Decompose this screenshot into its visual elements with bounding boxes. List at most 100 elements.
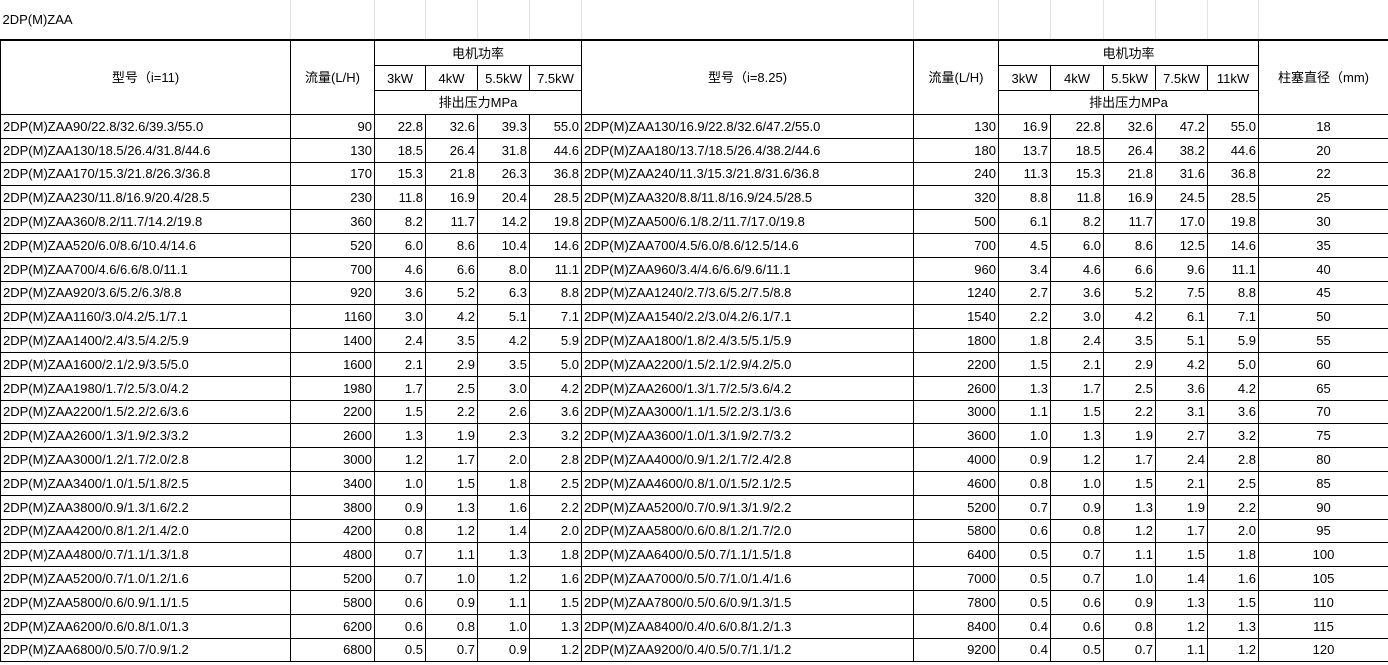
right-flow-cell[interactable]: 3600 (913, 423, 999, 449)
left-flow-cell[interactable]: 230 (290, 185, 375, 211)
right-pressure-4kw-cell[interactable]: 15.3 (1050, 161, 1104, 187)
right-flow-cell[interactable]: 5200 (913, 494, 999, 520)
left-pressure-4kw-cell[interactable]: 6.6 (425, 256, 478, 282)
left-pressure-4kw-cell[interactable]: 1.9 (425, 423, 478, 449)
left-pressure-3kw-cell[interactable]: 3.6 (374, 280, 426, 306)
left-pressure-4kw-cell[interactable]: 26.4 (425, 137, 478, 163)
right-pressure-5-5kw-cell[interactable]: 3.5 (1103, 328, 1156, 353)
left-pressure-7-5kw-cell[interactable]: 1.6 (529, 566, 582, 591)
left-pressure-7-5kw-cell[interactable]: 2.8 (529, 447, 582, 472)
left-pressure-7-5kw-cell[interactable]: 4.2 (529, 375, 582, 401)
left-model-cell[interactable]: 2DP(M)ZAA5200/0.7/1.0/1.2/1.6 (0, 566, 291, 591)
left-model-cell[interactable]: 2DP(M)ZAA3800/0.9/1.3/1.6/2.2 (0, 494, 291, 520)
right-pressure-7-5kw-cell[interactable]: 1.9 (1155, 494, 1208, 520)
left-pressure-4kw-cell[interactable]: 11.7 (425, 209, 478, 234)
right-model-cell[interactable]: 2DP(M)ZAA2200/1.5/2.1/2.9/4.2/5.0 (581, 351, 914, 377)
left-pressure-5-5kw-cell[interactable]: 8.0 (477, 256, 530, 282)
right-pressure-5-5kw-cell[interactable]: 2.9 (1103, 351, 1156, 377)
right-pressure-4kw-cell[interactable]: 3.0 (1050, 304, 1104, 330)
left-pressure-7-5kw-cell[interactable]: 8.8 (529, 280, 582, 306)
right-model-cell[interactable]: 2DP(M)ZAA180/13.7/18.5/26.4/38.2/44.6 (581, 137, 914, 163)
right-pressure-11kw-cell[interactable]: 3.6 (1207, 399, 1259, 425)
right-flow-cell[interactable]: 1800 (913, 328, 999, 353)
left-flow-cell[interactable]: 1400 (290, 328, 375, 353)
right-model-cell[interactable]: 2DP(M)ZAA320/8.8/11.8/16.9/24.5/28.5 (581, 185, 914, 211)
right-pressure-3kw-cell[interactable]: 0.6 (998, 518, 1051, 544)
left-pressure-7-5kw-cell[interactable]: 2.5 (529, 470, 582, 496)
left-pressure-5-5kw-cell[interactable]: 2.0 (477, 447, 530, 472)
left-flow-cell[interactable]: 3400 (290, 470, 375, 496)
left-model-cell[interactable]: 2DP(M)ZAA700/4.6/6.6/8.0/11.1 (0, 256, 291, 282)
right-flow-cell[interactable]: 2200 (913, 351, 999, 377)
left-pressure-5-5kw-cell[interactable]: 26.3 (477, 161, 530, 187)
right-pressure-11kw-cell[interactable]: 8.8 (1207, 280, 1259, 306)
left-model-cell[interactable]: 2DP(M)ZAA360/8.2/11.7/14.2/19.8 (0, 209, 291, 234)
left-model-cell[interactable]: 2DP(M)ZAA130/18.5/26.4/31.8/44.6 (0, 137, 291, 163)
left-flow-cell[interactable]: 360 (290, 209, 375, 234)
right-pressure-5-5kw-cell[interactable]: 0.9 (1103, 589, 1156, 615)
left-pressure-3kw-cell[interactable]: 11.8 (374, 185, 426, 211)
right-pressure-11kw-cell[interactable]: 4.2 (1207, 375, 1259, 401)
left-flow-cell[interactable]: 5200 (290, 566, 375, 591)
sheet-title[interactable]: 2DP(M)ZAA (0, 0, 291, 41)
left-flow-cell[interactable]: 6200 (290, 613, 375, 639)
left-model-cell[interactable]: 2DP(M)ZAA3400/1.0/1.5/1.8/2.5 (0, 470, 291, 496)
right-pressure-4kw-cell[interactable]: 0.6 (1050, 613, 1104, 639)
right-flow-cell[interactable]: 2600 (913, 375, 999, 401)
left-flow-cell[interactable]: 3800 (290, 494, 375, 520)
left-pressure-5-5kw-cell[interactable]: 20.4 (477, 185, 530, 211)
right-pressure-5-5kw-cell[interactable]: 1.5 (1103, 470, 1156, 496)
right-model-cell[interactable]: 2DP(M)ZAA5200/0.7/0.9/1.3/1.9/2.2 (581, 494, 914, 520)
right-pressure-3kw-cell[interactable]: 4.5 (998, 232, 1051, 258)
left-pressure-3kw-cell[interactable]: 0.6 (374, 589, 426, 615)
left-pressure-4kw-cell[interactable]: 2.9 (425, 351, 478, 377)
right-pressure-3kw-cell[interactable]: 13.7 (998, 137, 1051, 163)
left-flow-cell[interactable]: 700 (290, 256, 375, 282)
right-flow-cell[interactable]: 1540 (913, 304, 999, 330)
right-flow-cell[interactable]: 6400 (913, 542, 999, 568)
right-pressure-4kw-cell[interactable]: 2.4 (1050, 328, 1104, 353)
right-pressure-7-5kw-cell[interactable]: 2.1 (1155, 470, 1208, 496)
right-model-cell[interactable]: 2DP(M)ZAA3600/1.0/1.3/1.9/2.7/3.2 (581, 423, 914, 449)
right-pressure-4kw-cell[interactable]: 6.0 (1050, 232, 1104, 258)
right-flow-cell[interactable]: 960 (913, 256, 999, 282)
right-pressure-3kw-cell[interactable]: 1.1 (998, 399, 1051, 425)
left-pressure-7-5kw-cell[interactable]: 2.0 (529, 518, 582, 544)
left-pressure-5-5kw-cell[interactable]: 1.6 (477, 494, 530, 520)
left-pressure-4kw-cell[interactable]: 16.9 (425, 185, 478, 211)
right-pressure-4kw-cell[interactable]: 1.2 (1050, 447, 1104, 472)
left-pressure-3kw-cell[interactable]: 0.9 (374, 494, 426, 520)
right-pressure-4kw-cell[interactable]: 0.7 (1050, 542, 1104, 568)
right-plunger-diameter-cell[interactable]: 40 (1258, 256, 1388, 282)
right-pressure-3kw-cell[interactable]: 0.4 (998, 613, 1051, 639)
left-model-cell[interactable]: 2DP(M)ZAA3000/1.2/1.7/2.0/2.8 (0, 447, 291, 472)
left-pressure-3kw-cell[interactable]: 0.8 (374, 518, 426, 544)
right-flow-cell[interactable]: 5800 (913, 518, 999, 544)
left-pressure-7-5kw-cell[interactable]: 3.2 (529, 423, 582, 449)
left-pressure-3kw-cell[interactable]: 1.3 (374, 423, 426, 449)
right-pressure-5-5kw-cell[interactable]: 1.1 (1103, 542, 1156, 568)
right-pressure-11kw-cell[interactable]: 7.1 (1207, 304, 1259, 330)
right-pressure-3kw-cell[interactable]: 16.9 (998, 114, 1051, 139)
right-pressure-11kw-cell[interactable]: 36.8 (1207, 161, 1259, 187)
right-pressure-11kw-cell[interactable]: 19.8 (1207, 209, 1259, 234)
left-pressure-4kw-cell[interactable]: 2.5 (425, 375, 478, 401)
left-flow-cell[interactable]: 5800 (290, 589, 375, 615)
left-flow-cell[interactable]: 170 (290, 161, 375, 187)
left-pressure-3kw-cell[interactable]: 6.0 (374, 232, 426, 258)
right-plunger-diameter-cell[interactable]: 110 (1258, 589, 1388, 615)
left-pressure-3kw-cell[interactable]: 22.8 (374, 114, 426, 139)
right-pressure-7-5kw-cell[interactable]: 12.5 (1155, 232, 1208, 258)
left-pressure-5-5kw-cell[interactable]: 1.4 (477, 518, 530, 544)
right-plunger-diameter-cell[interactable]: 115 (1258, 613, 1388, 639)
left-pressure-4kw-cell[interactable]: 0.9 (425, 589, 478, 615)
left-pressure-7-5kw-cell[interactable]: 3.6 (529, 399, 582, 425)
right-pressure-5-5kw-cell[interactable]: 2.2 (1103, 399, 1156, 425)
right-plunger-diameter-cell[interactable]: 60 (1258, 351, 1388, 377)
left-pressure-4kw-cell[interactable]: 1.2 (425, 518, 478, 544)
right-pressure-5-5kw-cell[interactable]: 1.2 (1103, 518, 1156, 544)
left-model-cell[interactable]: 2DP(M)ZAA5800/0.6/0.9/1.1/1.5 (0, 589, 291, 615)
right-flow-cell[interactable]: 4600 (913, 470, 999, 496)
right-pressure-7-5kw-cell[interactable]: 2.7 (1155, 423, 1208, 449)
right-model-cell[interactable]: 2DP(M)ZAA3000/1.1/1.5/2.2/3.1/3.6 (581, 399, 914, 425)
